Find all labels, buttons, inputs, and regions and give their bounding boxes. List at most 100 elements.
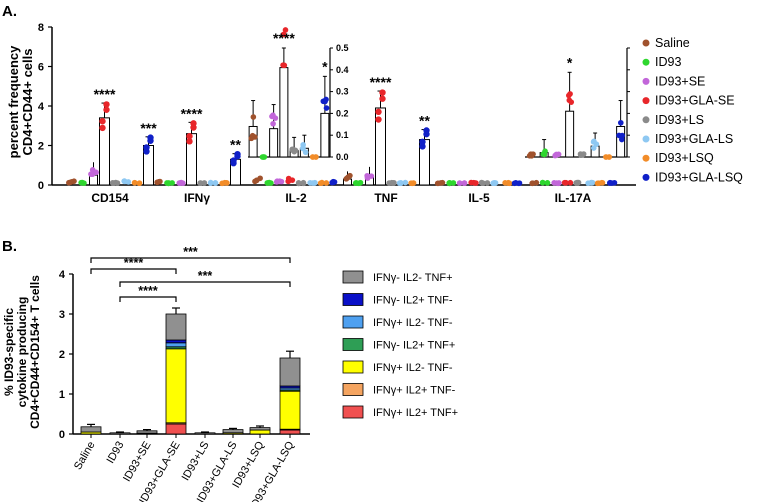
- panel-b: B. % ID93-specificcytokine producingCD4+…: [2, 238, 458, 502]
- data-point: [345, 174, 352, 180]
- panel-b-category-labels: Saline ID93ID93+SEID93+GLA-SEID93+LSID93+…: [72, 434, 297, 502]
- panel-b-legend: IFNγ- IL2- TNF+ IFNγ- IL2+ TNF- IFNγ+ IL2-…: [342, 270, 458, 419]
- data-point: [456, 180, 463, 186]
- axis-label-line: percent frequency: [6, 45, 21, 158]
- inset-data-point: [568, 99, 575, 105]
- legend-swatch: [342, 338, 364, 351]
- data-point: [99, 118, 106, 125]
- data-point: [230, 157, 237, 164]
- inset-data-point: [259, 154, 266, 160]
- inset-data-point: [528, 151, 534, 157]
- panel-a: A. percent frequencyCD4+CD44+ cells 0 2 4 6…: [2, 3, 743, 205]
- data-point: [606, 180, 613, 186]
- panel-b-bars: [80, 307, 301, 435]
- inset-data-point: [302, 149, 309, 156]
- inset-data-point: [313, 154, 319, 160]
- significance-label: ****: [124, 256, 144, 270]
- bar-segment-IFNγ+ IL2- TNF-: [279, 390, 301, 430]
- y-tick-label: 8: [38, 22, 44, 34]
- data-point: [573, 180, 579, 186]
- data-point: [317, 180, 324, 186]
- data-point: [121, 178, 128, 185]
- data-point: [300, 180, 307, 187]
- inset-significance-label: ****: [273, 30, 295, 46]
- bar-segment-IFNγ+ IL2+ TNF+: [165, 423, 187, 435]
- data-point: [375, 108, 382, 116]
- inset-bar-ID93+GLA-SE: [565, 110, 575, 158]
- panel-a-label: A.: [2, 3, 17, 20]
- legend-label: ID93+GLA-LSQ: [655, 170, 743, 184]
- category-label: TNF: [374, 191, 397, 205]
- legend-swatch: [342, 270, 364, 284]
- legend-marker: [642, 116, 650, 124]
- bar-segment-IFNγ- IL2- TNF+: [109, 432, 131, 435]
- panel-a-insets: 0.00.10.20.30.40.5***** *: [248, 27, 630, 162]
- data-point: [186, 138, 193, 145]
- bar-segment-IFNγ- IL2- TNF+: [194, 432, 216, 435]
- category-label: IFNγ: [184, 191, 210, 205]
- data-point: [585, 180, 591, 186]
- data-point: [390, 180, 397, 186]
- inset-data-point: [281, 62, 288, 69]
- data-point: [446, 179, 453, 186]
- significance-label: ***: [183, 245, 198, 259]
- bar-segment-IFNγ+ IL2- TNF-: [165, 348, 187, 424]
- inset-data-point: [300, 141, 306, 148]
- inset-data-point: [540, 151, 547, 157]
- panel-b-significance-brackets: **************: [90, 245, 291, 302]
- legend-label: ID93+GLA-LS: [655, 132, 733, 146]
- data-point: [93, 169, 99, 176]
- legend-label: ID93+SE: [655, 74, 705, 88]
- inset-data-point: [567, 91, 573, 97]
- data-point: [103, 101, 110, 108]
- inset-data-point: [323, 96, 329, 103]
- data-point: [402, 179, 409, 186]
- axis-label-line: CD4+CD44+CD154+ T cells: [28, 275, 42, 429]
- data-point: [419, 143, 426, 150]
- legend-label: IFNγ+ IL2+ TNF-: [373, 385, 456, 397]
- legend-marker: [642, 154, 650, 162]
- inset-data-point: [590, 145, 597, 151]
- legend-swatch: [342, 405, 364, 419]
- data-point: [197, 180, 204, 186]
- inset-data-point: [617, 119, 624, 126]
- data-point: [131, 179, 138, 186]
- data-point: [143, 144, 150, 151]
- axis-label-line: cytokine producing: [15, 297, 29, 408]
- inset-data-point: [249, 132, 256, 139]
- data-point: [323, 180, 330, 186]
- inset-data-point: [250, 114, 257, 120]
- data-point: [99, 124, 106, 132]
- panel-a-legend: Saline ID93 ID93+SE ID93+GLA-SE ID93+LS ID93+…: [642, 36, 743, 184]
- bar-segment-IFNγ+ IL2- TNF-: [165, 342, 187, 348]
- legend-marker: [642, 135, 650, 143]
- y-tick-label: 6: [38, 62, 44, 74]
- y-tick-label: 4: [38, 101, 45, 113]
- category-label: Saline: [72, 440, 98, 472]
- inset-significance-label: *: [567, 54, 573, 70]
- data-point: [396, 180, 403, 186]
- category-label: IL-2: [285, 191, 307, 205]
- significance-bracket: [90, 268, 177, 274]
- data-point: [190, 124, 197, 131]
- inset-data-point: [555, 151, 562, 158]
- inset-data-point: [606, 154, 612, 160]
- panel-a-y-axis-label: percent frequencyCD4+CD44+ cells: [6, 45, 35, 158]
- significance-label: ****: [370, 74, 392, 90]
- data-point: [186, 133, 193, 140]
- axis-label-line: CD4+CD44+ cells: [20, 49, 35, 156]
- data-point: [136, 180, 143, 186]
- inset-data-point: [578, 152, 584, 159]
- data-point: [375, 116, 382, 123]
- inset-data-point: [618, 136, 625, 143]
- data-point: [353, 179, 359, 186]
- data-point: [311, 180, 318, 186]
- data-point: [110, 180, 116, 186]
- significance-label: ****: [94, 86, 116, 102]
- inset-data-point: [272, 115, 279, 121]
- significance-bracket: [119, 281, 291, 287]
- data-point: [295, 180, 302, 186]
- significance-label: **: [419, 113, 430, 129]
- data-point: [178, 179, 185, 186]
